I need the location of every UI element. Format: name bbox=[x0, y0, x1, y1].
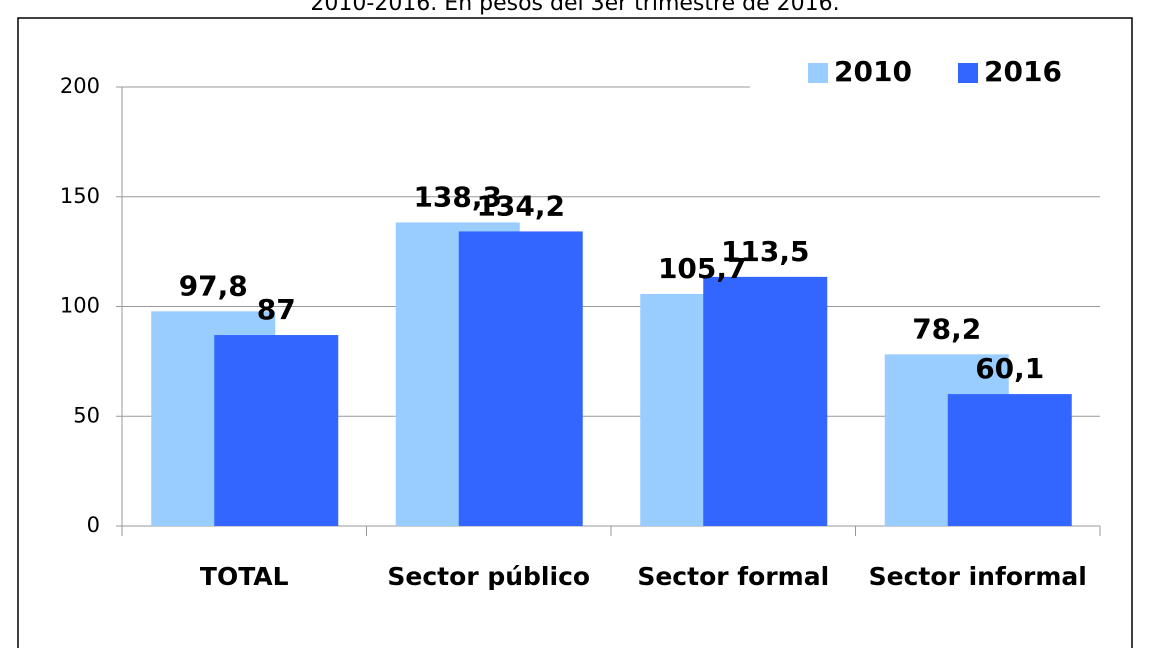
data-label: 105,7 bbox=[658, 252, 747, 285]
y-tick-label: 150 bbox=[60, 184, 100, 208]
data-label: 78,2 bbox=[912, 312, 981, 345]
bar bbox=[458, 231, 583, 526]
data-label: 134,2 bbox=[476, 189, 565, 222]
bar bbox=[947, 394, 1072, 526]
data-label: 60,1 bbox=[975, 352, 1044, 385]
x-tick-label: Sector formal bbox=[637, 562, 829, 591]
y-tick-label: 100 bbox=[60, 294, 100, 318]
data-label: 87 bbox=[257, 293, 296, 326]
bar bbox=[214, 335, 339, 526]
x-tick-label: Sector público bbox=[387, 562, 590, 591]
y-tick-label: 200 bbox=[60, 74, 100, 98]
chart-title: 2010-2016. En pesos del 3er trimestre de… bbox=[310, 0, 839, 16]
data-label: 113,5 bbox=[721, 235, 810, 268]
legend-label: 2010 bbox=[834, 55, 912, 88]
legend-swatch bbox=[958, 63, 978, 83]
bar bbox=[703, 276, 828, 526]
x-tick-label: TOTAL bbox=[200, 562, 289, 591]
data-label: 138,3 bbox=[413, 180, 502, 213]
y-tick-label: 0 bbox=[87, 513, 100, 537]
legend-swatch bbox=[808, 63, 828, 83]
legend-label: 2016 bbox=[984, 55, 1062, 88]
data-label: 97,8 bbox=[179, 269, 248, 302]
x-tick-label: Sector informal bbox=[869, 562, 1087, 591]
y-tick-label: 50 bbox=[73, 403, 100, 427]
